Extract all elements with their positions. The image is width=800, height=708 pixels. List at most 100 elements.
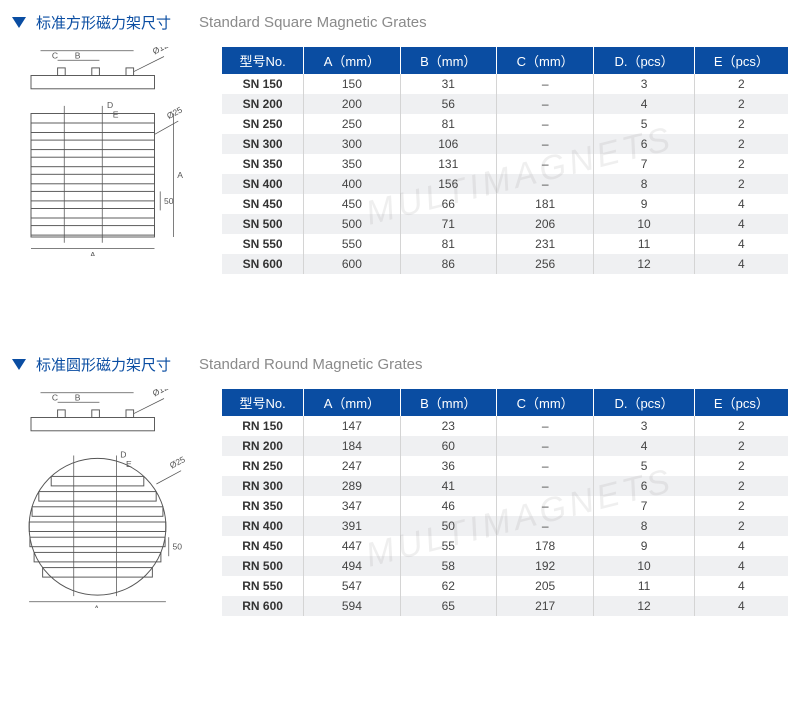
value-cell: 2 bbox=[694, 94, 788, 114]
title-en: Standard Round Magnetic Grates bbox=[199, 356, 422, 373]
table-row: RN 55054762205114 bbox=[222, 576, 788, 596]
svg-text:E: E bbox=[113, 109, 119, 119]
value-cell: 46 bbox=[400, 496, 496, 516]
table-row: RN 30028941–62 bbox=[222, 476, 788, 496]
value-cell: 2 bbox=[694, 476, 788, 496]
model-cell: RN 350 bbox=[222, 496, 304, 516]
value-cell: – bbox=[496, 476, 593, 496]
model-cell: RN 550 bbox=[222, 576, 304, 596]
table-row: RN 40039150–82 bbox=[222, 516, 788, 536]
value-cell: 400 bbox=[304, 174, 400, 194]
table-row: RN 25024736–52 bbox=[222, 456, 788, 476]
svg-text:Ø12: Ø12 bbox=[151, 389, 170, 398]
value-cell: 289 bbox=[304, 476, 400, 496]
value-cell: 5 bbox=[594, 456, 694, 476]
value-cell: 4 bbox=[694, 254, 788, 274]
value-cell: 347 bbox=[304, 496, 400, 516]
value-cell: 184 bbox=[304, 436, 400, 456]
value-cell: 200 bbox=[304, 94, 400, 114]
diagram: B C Ø12 D E Ø25 50 A bbox=[12, 389, 202, 613]
table-row: RN 4504475517894 bbox=[222, 536, 788, 556]
section-square: 标准方形磁力架尺寸 Standard Square Magnetic Grate… bbox=[12, 12, 788, 274]
value-cell: 106 bbox=[400, 134, 496, 154]
value-cell: – bbox=[496, 74, 593, 94]
value-cell: 4 bbox=[694, 214, 788, 234]
value-cell: 500 bbox=[304, 214, 400, 234]
top-diagram: B C Ø12 bbox=[31, 389, 170, 431]
value-cell: 6 bbox=[594, 134, 694, 154]
value-cell: 62 bbox=[400, 576, 496, 596]
table-row: SN 350350131–72 bbox=[222, 154, 788, 174]
table-wrap: MULTIMAGNETS型号No.A（mm）B（mm）C（mm）D.（pcs）E… bbox=[222, 47, 788, 274]
table-row: SN 15015031–32 bbox=[222, 74, 788, 94]
value-cell: 12 bbox=[594, 596, 694, 616]
value-cell: 2 bbox=[694, 174, 788, 194]
model-cell: SN 500 bbox=[222, 214, 304, 234]
value-cell: 217 bbox=[496, 596, 593, 616]
svg-text:50: 50 bbox=[173, 542, 183, 552]
value-cell: – bbox=[496, 114, 593, 134]
table-row: SN 55055081231114 bbox=[222, 234, 788, 254]
table-row: SN 4504506618194 bbox=[222, 194, 788, 214]
title-zh: 标准方形磁力架尺寸 bbox=[36, 12, 171, 33]
value-cell: 36 bbox=[400, 456, 496, 476]
svg-text:50: 50 bbox=[164, 196, 174, 206]
model-cell: SN 300 bbox=[222, 134, 304, 154]
value-cell: 2 bbox=[694, 516, 788, 536]
value-cell: – bbox=[496, 94, 593, 114]
square-diagram: B C Ø12 D E Ø25 50 A A bbox=[12, 47, 202, 256]
model-cell: RN 400 bbox=[222, 516, 304, 536]
svg-text:E: E bbox=[126, 459, 132, 469]
svg-text:D: D bbox=[107, 100, 113, 110]
value-cell: 447 bbox=[304, 536, 400, 556]
value-cell: 8 bbox=[594, 174, 694, 194]
model-cell: SN 600 bbox=[222, 254, 304, 274]
value-cell: 2 bbox=[694, 496, 788, 516]
value-cell: 4 bbox=[594, 436, 694, 456]
spec-table: 型号No.A（mm）B（mm）C（mm）D.（pcs）E（pcs）RN 1501… bbox=[222, 389, 788, 616]
col-header: A（mm） bbox=[304, 389, 400, 416]
value-cell: 10 bbox=[594, 556, 694, 576]
title-zh: 标准圆形磁力架尺寸 bbox=[36, 354, 171, 375]
value-cell: 8 bbox=[594, 516, 694, 536]
svg-text:A: A bbox=[177, 170, 183, 180]
col-header: E（pcs） bbox=[694, 389, 788, 416]
value-cell: 600 bbox=[304, 254, 400, 274]
value-cell: 494 bbox=[304, 556, 400, 576]
col-header: B（mm） bbox=[400, 389, 496, 416]
value-cell: 3 bbox=[594, 416, 694, 436]
value-cell: 66 bbox=[400, 194, 496, 214]
value-cell: 4 bbox=[694, 194, 788, 214]
value-cell: 300 bbox=[304, 134, 400, 154]
value-cell: – bbox=[496, 436, 593, 456]
model-cell: SN 250 bbox=[222, 114, 304, 134]
value-cell: 550 bbox=[304, 234, 400, 254]
value-cell: 7 bbox=[594, 496, 694, 516]
value-cell: 147 bbox=[304, 416, 400, 436]
value-cell: 4 bbox=[594, 94, 694, 114]
value-cell: 41 bbox=[400, 476, 496, 496]
value-cell: 7 bbox=[594, 154, 694, 174]
value-cell: 181 bbox=[496, 194, 593, 214]
value-cell: 594 bbox=[304, 596, 400, 616]
value-cell: – bbox=[496, 174, 593, 194]
triangle-icon bbox=[12, 17, 26, 28]
value-cell: 2 bbox=[694, 114, 788, 134]
value-cell: 4 bbox=[694, 596, 788, 616]
model-cell: SN 200 bbox=[222, 94, 304, 114]
spec-table: 型号No.A（mm）B（mm）C（mm）D.（pcs）E（pcs）SN 1501… bbox=[222, 47, 788, 274]
model-cell: RN 500 bbox=[222, 556, 304, 576]
value-cell: 2 bbox=[694, 154, 788, 174]
model-cell: RN 300 bbox=[222, 476, 304, 496]
top-diagram: B C Ø12 bbox=[31, 47, 170, 89]
value-cell: 9 bbox=[594, 194, 694, 214]
col-header: C（mm） bbox=[496, 389, 593, 416]
model-cell: RN 150 bbox=[222, 416, 304, 436]
value-cell: 231 bbox=[496, 234, 593, 254]
value-cell: 5 bbox=[594, 114, 694, 134]
table-row: SN 60060086256124 bbox=[222, 254, 788, 274]
value-cell: 2 bbox=[694, 74, 788, 94]
value-cell: 2 bbox=[694, 416, 788, 436]
svg-text:C: C bbox=[52, 392, 58, 402]
col-header: D.（pcs） bbox=[594, 47, 694, 74]
